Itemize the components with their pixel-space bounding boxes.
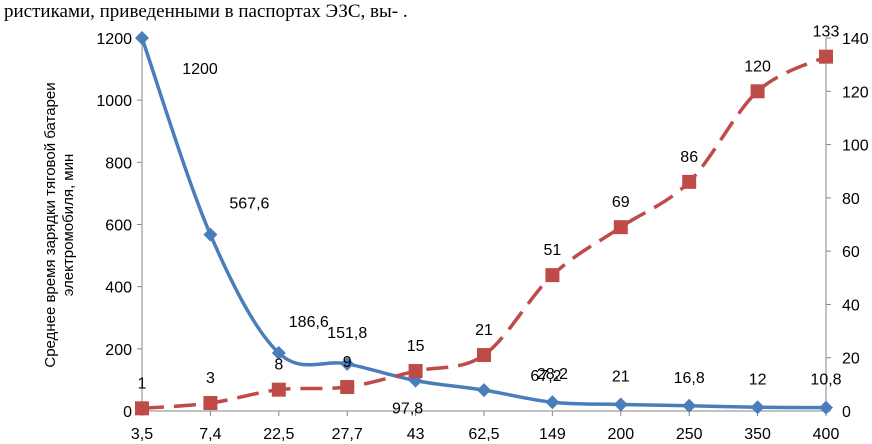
data-point-marker xyxy=(203,396,218,411)
data-label: 51 xyxy=(544,242,562,259)
data-point-marker xyxy=(819,400,833,415)
caption-text: ристиками, приведенными в паспортах ЭЗС,… xyxy=(4,1,408,22)
data-label: 69 xyxy=(612,194,630,211)
x-tick-label: 7,4 xyxy=(199,426,221,443)
x-tick-label: 400 xyxy=(813,426,840,443)
data-point-marker xyxy=(408,364,423,379)
data-point-marker xyxy=(271,345,286,360)
series-line-1 xyxy=(141,55,827,411)
y-tick-label-left: 1000 xyxy=(96,93,132,110)
data-point-marker xyxy=(545,268,560,283)
data-label: 9 xyxy=(343,354,352,371)
data-label: 1 xyxy=(138,375,147,392)
y-tick-label-right: 80 xyxy=(842,191,860,208)
data-point-marker xyxy=(135,401,149,416)
y-tick-label-left: 200 xyxy=(105,342,132,359)
data-point-marker xyxy=(545,395,560,410)
x-tick-label: 3,5 xyxy=(131,426,153,443)
x-tick-label: 350 xyxy=(744,426,771,443)
data-label: 15 xyxy=(407,338,425,355)
data-point-marker xyxy=(340,356,355,371)
data-label: 1200 xyxy=(182,61,218,78)
y-tick-label-right: 60 xyxy=(842,244,860,261)
x-tick-label: 22,5 xyxy=(263,426,294,443)
data-label: 3 xyxy=(206,370,215,387)
data-point-marker xyxy=(682,398,697,413)
data-label: 97,8 xyxy=(392,401,423,418)
y-tick-label-left: 400 xyxy=(105,280,132,297)
y-tick-label-right: 20 xyxy=(842,351,860,368)
data-label: 8 xyxy=(274,357,283,374)
data-label: 10,8 xyxy=(810,372,841,389)
data-label: 12 xyxy=(749,371,767,388)
data-point-marker xyxy=(682,174,697,189)
data-label: 151,8 xyxy=(327,325,367,342)
x-tick-label: 27,7 xyxy=(332,426,363,443)
data-label: 21 xyxy=(475,322,493,339)
y-tick-label-left: 800 xyxy=(105,155,132,172)
x-tick-label: 200 xyxy=(607,426,634,443)
data-label: 28,2 xyxy=(537,366,568,383)
y-tick-label-right: 120 xyxy=(842,84,869,101)
y-tick-label-right: 0 xyxy=(842,404,851,421)
data-point-marker xyxy=(135,31,149,45)
data-label: 67,2 xyxy=(530,368,561,385)
x-tick-label: 62,5 xyxy=(468,426,499,443)
data-point-marker xyxy=(613,397,628,412)
chart-series xyxy=(135,31,833,416)
x-tick-label: 43 xyxy=(407,426,425,443)
data-point-marker xyxy=(340,380,355,395)
data-label: 186,6 xyxy=(289,314,329,331)
data-label: 120 xyxy=(744,58,771,75)
y-tick-label-right: 140 xyxy=(842,31,869,48)
data-point-marker xyxy=(613,220,628,235)
data-label: 86 xyxy=(680,149,698,166)
y-tick-label-right: 40 xyxy=(842,297,860,314)
data-point-marker xyxy=(203,227,218,242)
data-point-marker xyxy=(819,49,833,64)
data-point-marker xyxy=(271,382,286,397)
y-tick-label-left: 0 xyxy=(123,404,132,421)
chart-axes: 0200400600800100012000204060801001201403… xyxy=(96,31,868,443)
y-tick-label-left: 600 xyxy=(105,218,132,235)
data-label: 21 xyxy=(612,368,630,385)
data-point-marker xyxy=(750,400,765,415)
data-label: 133 xyxy=(813,24,840,41)
data-point-marker xyxy=(477,383,491,398)
x-tick-label: 250 xyxy=(676,426,703,443)
data-label: 567,6 xyxy=(229,196,269,213)
data-point-marker xyxy=(750,84,765,99)
y-tick-label-left: 1200 xyxy=(96,31,132,48)
x-tick-label: 149 xyxy=(539,426,566,443)
data-label: 16,8 xyxy=(674,370,705,387)
y-tick-label-right: 100 xyxy=(842,138,869,155)
series-line-0 xyxy=(140,37,827,410)
data-point-marker xyxy=(477,348,491,363)
